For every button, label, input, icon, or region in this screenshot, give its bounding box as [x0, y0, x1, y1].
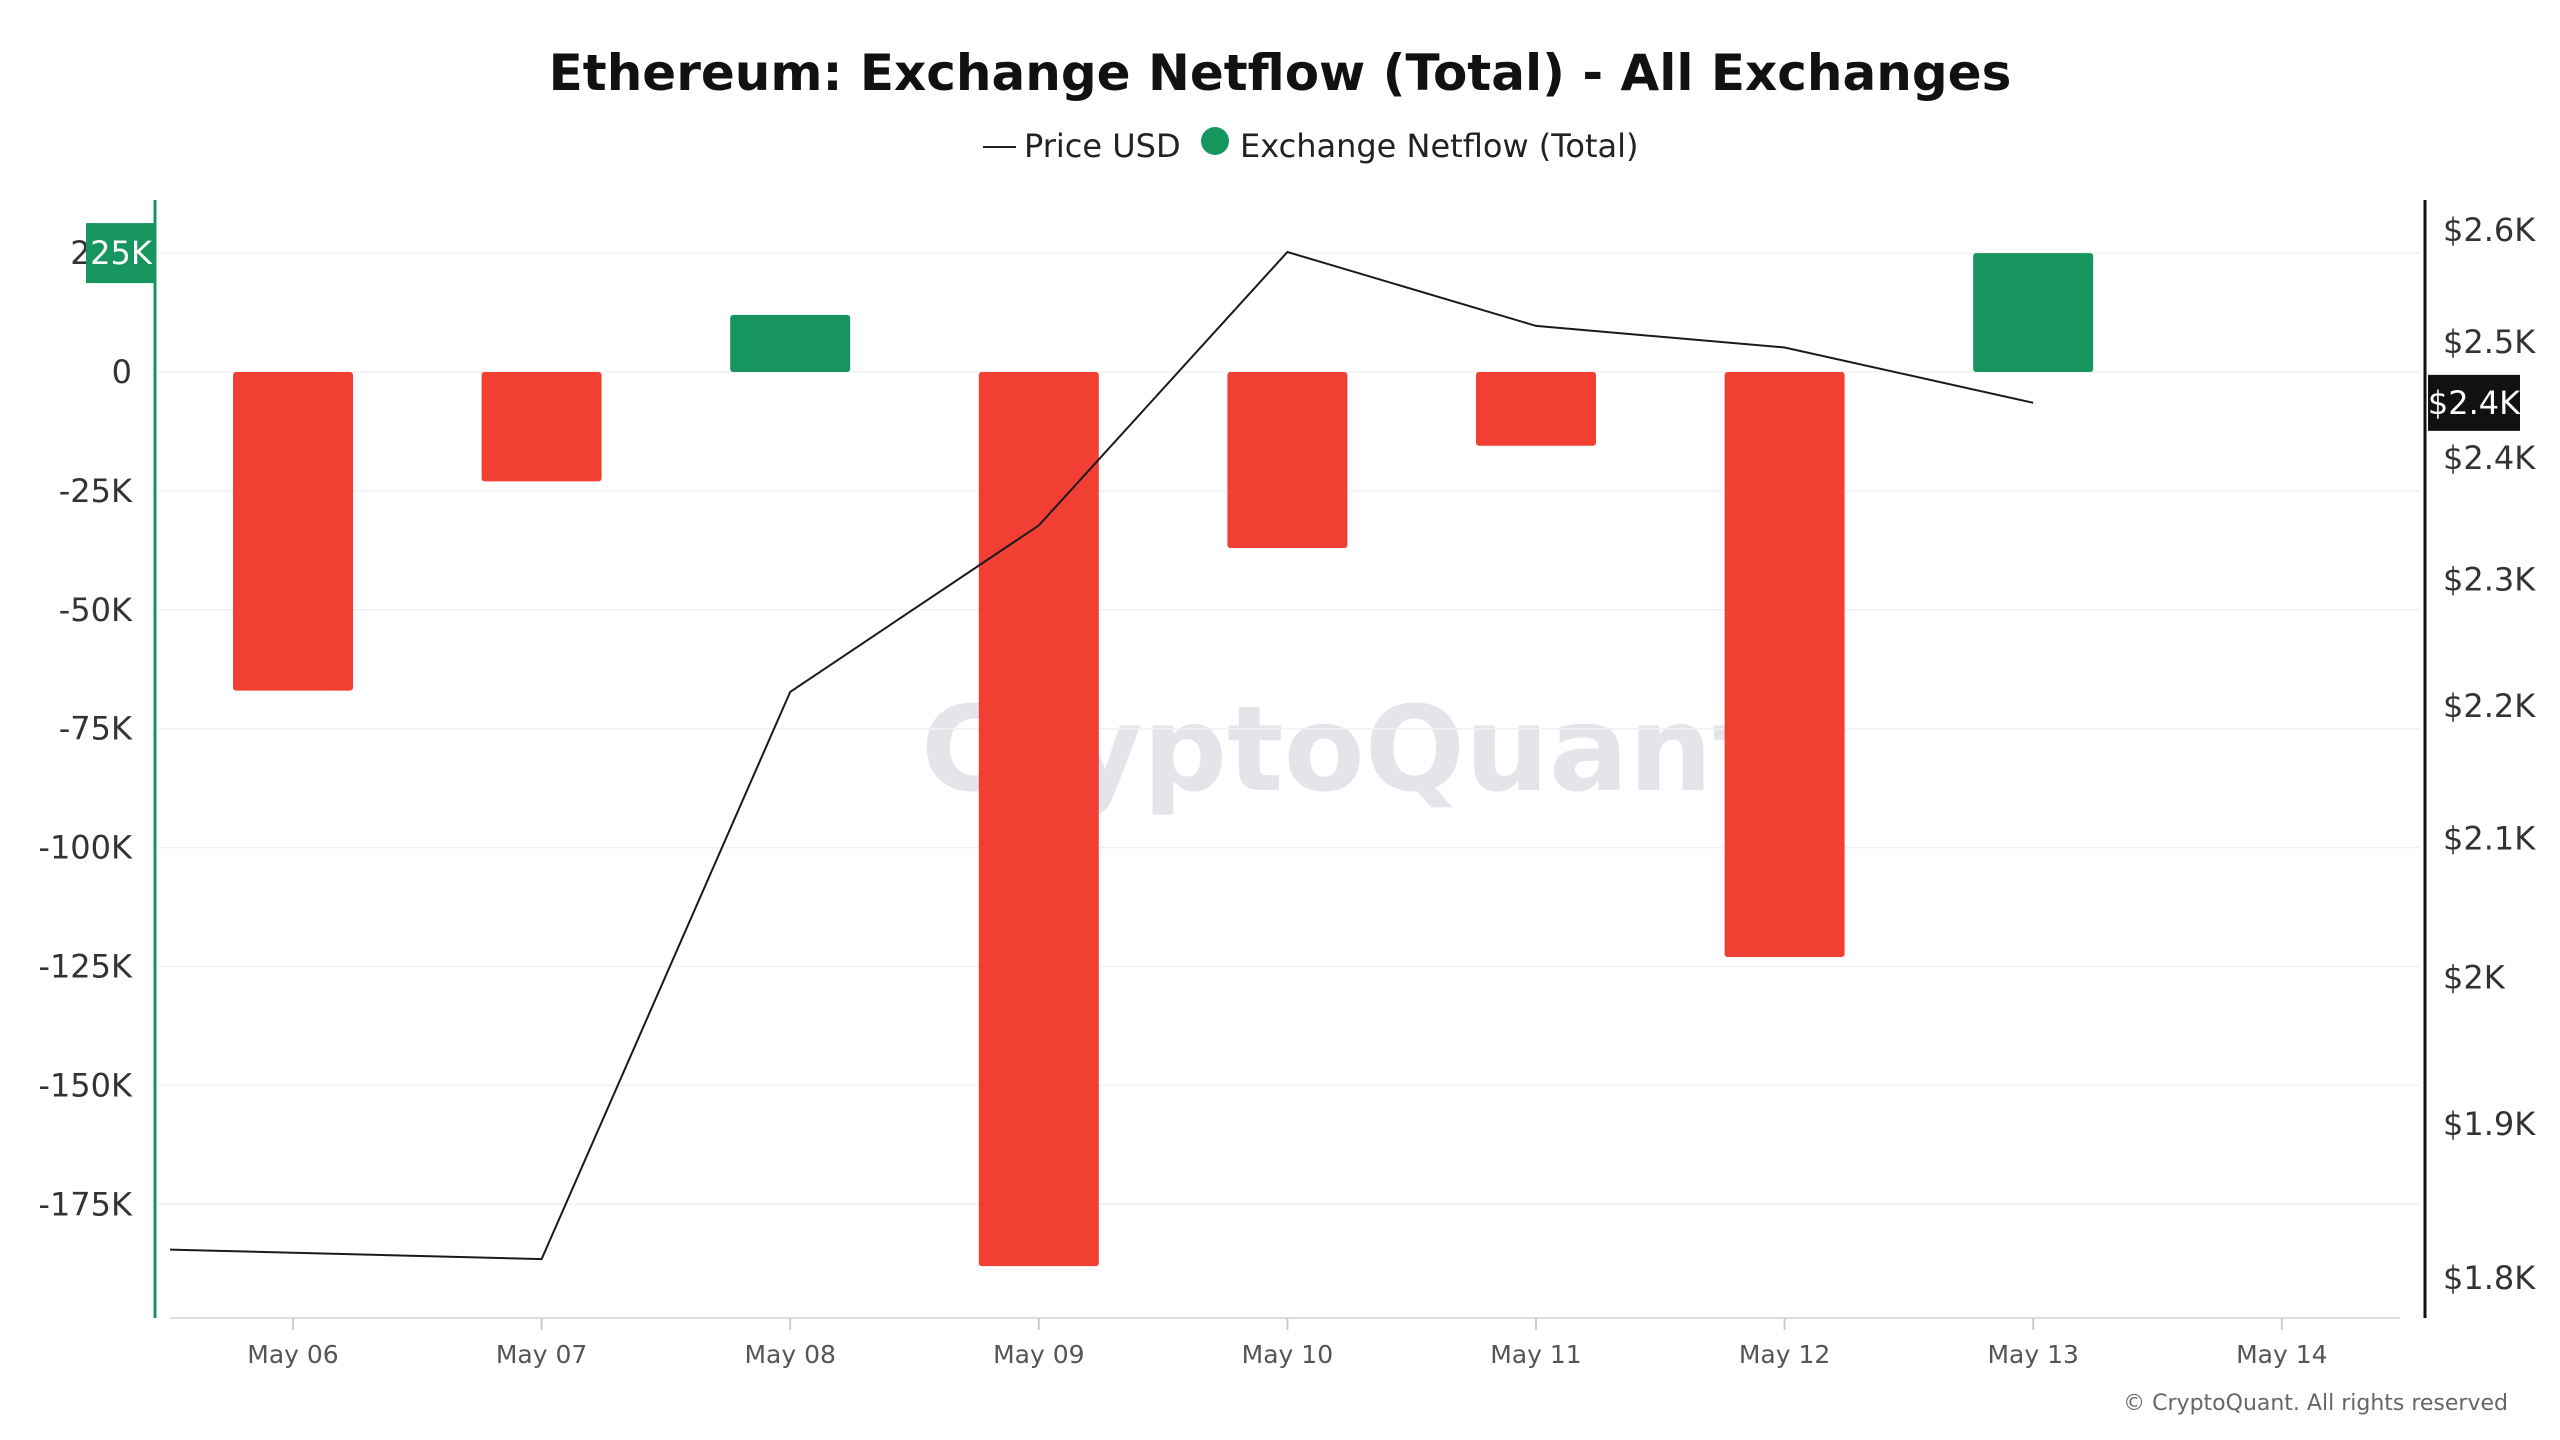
netflow-bar[interactable]	[1973, 253, 2094, 372]
left-tick-label: -150K	[38, 1066, 133, 1104]
left-tick-label: -25K	[59, 472, 133, 510]
netflow-bar[interactable]	[978, 372, 1099, 1267]
price-line[interactable]	[169, 250, 2034, 1261]
legend-label-netflow[interactable]: Exchange Netflow (Total)	[1240, 127, 1638, 165]
copyright: © CryptoQuant. All rights reserved	[2123, 1391, 2508, 1416]
left-axis-highlight-label: 25K	[90, 234, 153, 272]
right-tick-label: $2.1K	[2443, 820, 2536, 858]
right-tick-label: $2.4K	[2443, 439, 2536, 477]
right-tick-label: $1.8K	[2443, 1259, 2536, 1297]
x-tick-label: May 13	[1987, 1340, 2078, 1369]
legend-dot-marker	[1201, 127, 1229, 155]
netflow-bar[interactable]	[233, 372, 353, 691]
left-tick-label: -125K	[38, 948, 133, 986]
right-tick-label: $2.2K	[2443, 687, 2536, 725]
current-price-badge-label: $2.4K	[2428, 384, 2521, 422]
right-tick-label: $2K	[2443, 959, 2506, 997]
current-price-badge: $2.4K	[2428, 374, 2521, 431]
netflow-bar[interactable]	[1227, 372, 1348, 548]
x-tick-label: May 10	[1242, 1340, 1333, 1369]
left-tick-label: -100K	[38, 829, 133, 867]
left-axis-ticks: 25K0-25K-50K-75K-100K-125K-150K-175K	[38, 234, 133, 1223]
x-axis-ticks: May 06 May 07 May 08 May 09 May 10 May 11 May …	[247, 1318, 2328, 1369]
left-tick-label: -50K	[59, 591, 133, 629]
price-line-group	[169, 250, 2034, 1261]
right-tick-label: $2.3K	[2443, 560, 2536, 598]
x-tick-label: May 07	[496, 1340, 587, 1369]
left-tick-label: -75K	[59, 710, 133, 748]
left-axis-highlight: 25K	[86, 223, 156, 284]
netflow-bar[interactable]	[1724, 372, 1845, 957]
left-tick-label: 0	[112, 353, 132, 391]
legend: Price USD Exchange Netflow (Total)	[983, 127, 1638, 165]
netflow-bar[interactable]	[1476, 372, 1596, 446]
x-tick-label: May 06	[247, 1340, 338, 1369]
right-tick-label: $1.9K	[2443, 1105, 2536, 1143]
netflow-bars	[233, 253, 2094, 1267]
left-axis-highlight-bg	[86, 223, 156, 284]
netflow-bar[interactable]	[730, 314, 851, 372]
legend-label-price[interactable]: Price USD	[1024, 127, 1181, 165]
right-tick-label: $2.6K	[2443, 211, 2536, 249]
x-tick-label: May 09	[993, 1340, 1084, 1369]
left-tick-label: -175K	[38, 1185, 133, 1223]
x-tick-label: May 11	[1490, 1340, 1581, 1369]
x-tick-label: May 14	[2236, 1340, 2327, 1369]
x-tick-label: May 08	[744, 1340, 835, 1369]
x-tick-label: May 12	[1739, 1340, 1830, 1369]
netflow-bar[interactable]	[481, 372, 602, 482]
current-price-badge-bg	[2428, 374, 2520, 431]
right-axis-ticks: $2.6K $2.5K $2.4K $2.3K $2.2K $2.1K $2K $1.9K $1…	[2443, 211, 2536, 1297]
right-tick-label: $2.5K	[2443, 323, 2536, 361]
chart-title: Ethereum: Exchange Netflow (Total) - All…	[549, 44, 2012, 102]
